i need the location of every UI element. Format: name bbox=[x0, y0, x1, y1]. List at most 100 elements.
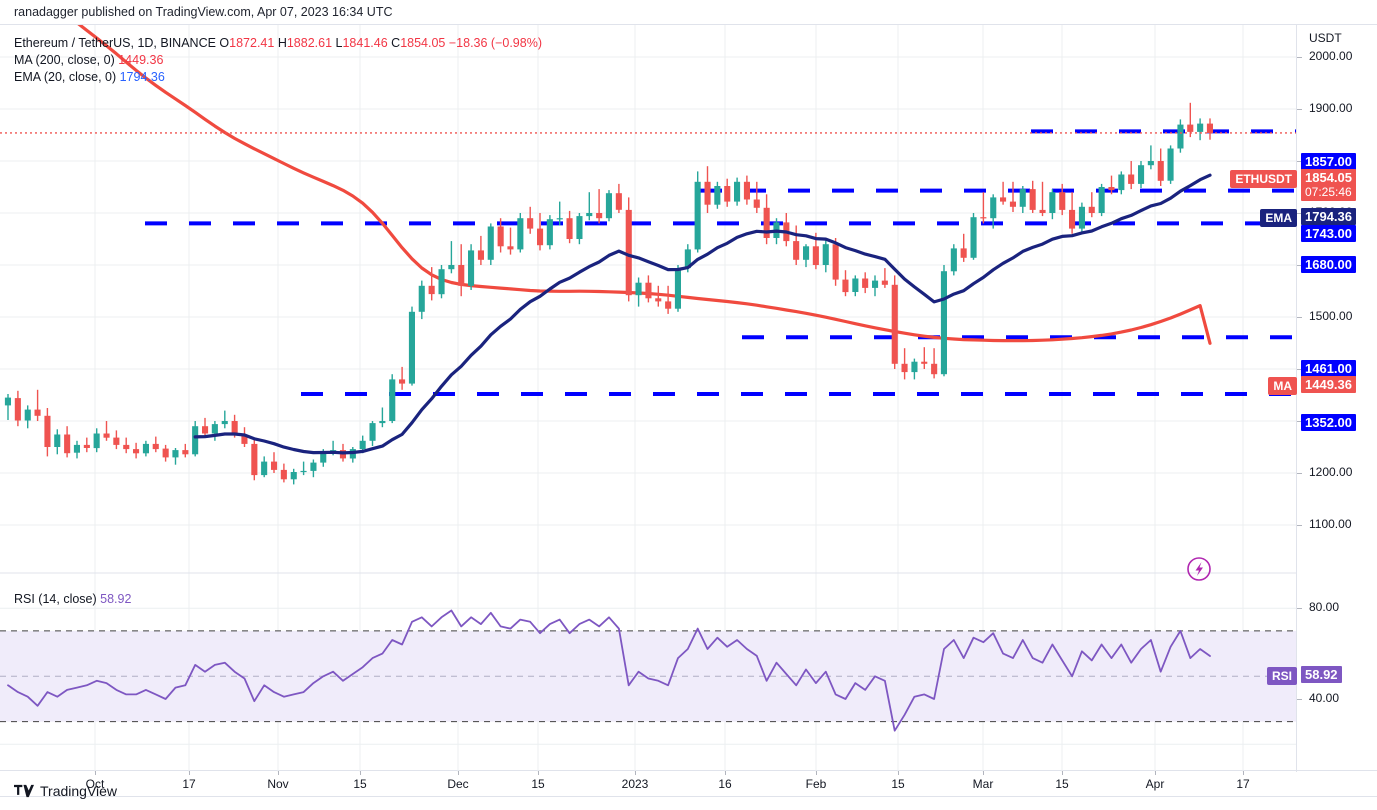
price-axis-tick: 1900.00 bbox=[1309, 101, 1353, 115]
axis-tag-support-1352[interactable]: 1352.00 bbox=[1301, 414, 1356, 431]
time-axis-label: 15 bbox=[531, 777, 545, 791]
axis-side-tag-rsi-tag[interactable]: RSI bbox=[1266, 667, 1297, 685]
time-axis-label: Nov bbox=[267, 777, 289, 791]
axis-tag-value: 1680.00 bbox=[1305, 257, 1352, 272]
legend-ema-value: 1794.36 bbox=[119, 70, 165, 84]
legend-high-key: H bbox=[277, 36, 287, 50]
time-axis[interactable]: Oct 17 Nov 15 Dec 15 2023 16 Feb 15 Mar 15 Apr 17 bbox=[0, 771, 1377, 797]
axis-tag-resistance-1743[interactable]: 1743.00 bbox=[1301, 225, 1356, 242]
time-axis-tick-mark bbox=[1155, 771, 1156, 775]
time-axis-tick-mark bbox=[458, 771, 459, 775]
time-axis-tick-mark bbox=[538, 771, 539, 775]
time-axis-tick-mark bbox=[95, 771, 96, 775]
time-axis-label: 17 bbox=[1236, 777, 1250, 791]
footer-branding: TradingView bbox=[14, 783, 117, 799]
tradingview-wordmark: TradingView bbox=[40, 783, 118, 799]
time-axis-tick-mark bbox=[898, 771, 899, 775]
legend-open-key: O bbox=[219, 36, 230, 50]
legend-symbol-row: Ethereum / TetherUS, 1D, BINANCE O1872.4… bbox=[14, 35, 542, 52]
legend-ma-value: 1449.36 bbox=[118, 53, 164, 67]
time-axis-label: 15 bbox=[353, 777, 367, 791]
time-axis-label: 2023 bbox=[621, 777, 649, 791]
axis-tag-value: 1352.00 bbox=[1305, 415, 1352, 430]
axis-tag-value: 1461.00 bbox=[1305, 361, 1352, 376]
time-axis-label: Oct bbox=[85, 777, 105, 791]
rsi-axis-tick-mark bbox=[1297, 699, 1302, 700]
time-axis-tick-mark bbox=[278, 771, 279, 775]
axis-tag-value: 58.92 bbox=[1305, 667, 1338, 682]
price-axis-tick: 1200.00 bbox=[1309, 465, 1353, 479]
time-axis-label: 15 bbox=[1055, 777, 1069, 791]
rsi-legend-label: RSI (14, close) bbox=[14, 592, 97, 606]
chart-legend: Ethereum / TetherUS, 1D, BINANCE O1872.4… bbox=[14, 35, 542, 86]
rsi-axis-tick-mark bbox=[1297, 608, 1302, 610]
axis-side-tag-ethusdt-tag[interactable]: ETHUSDT bbox=[1230, 170, 1297, 188]
price-axis-tick-mark bbox=[1297, 369, 1302, 370]
axis-tag-value: 1854.05 bbox=[1305, 170, 1352, 185]
axis-tag-value: 1857.00 bbox=[1305, 154, 1352, 169]
legend-low-key: L bbox=[335, 36, 343, 50]
price-axis-tick-mark bbox=[1297, 525, 1302, 526]
axis-tag-value: 1743.00 bbox=[1305, 226, 1352, 241]
time-axis-label: Dec bbox=[447, 777, 469, 791]
axis-side-tag-ema-tag[interactable]: EMA bbox=[1260, 209, 1297, 227]
legend-high-value: 1882.61 bbox=[286, 36, 333, 50]
legend-symbol: Ethereum / TetherUS, 1D, BINANCE bbox=[14, 36, 216, 50]
axis-tag-last-price[interactable]: 1854.05 07:25:46 bbox=[1301, 169, 1356, 201]
price-axis-tick-mark bbox=[1297, 265, 1302, 266]
price-axis-tick: 2000.00 bbox=[1309, 49, 1353, 63]
plot-area[interactable]: Ethereum / TetherUS, 1D, BINANCE O1872.4… bbox=[0, 25, 1297, 772]
rsi-axis-tick: 40.00 bbox=[1309, 690, 1340, 705]
chart-frame: Ethereum / TetherUS, 1D, BINANCE O1872.4… bbox=[0, 24, 1377, 772]
rsi-axis-tick: 80.00 bbox=[1309, 600, 1340, 615]
attribution-text: ranadagger published on TradingView.com,… bbox=[14, 5, 393, 19]
axis-side-tag-ma-tag[interactable]: MA bbox=[1268, 377, 1297, 395]
price-axis-currency: USDT bbox=[1309, 31, 1342, 45]
time-axis-tick-mark bbox=[1243, 771, 1244, 775]
time-axis-tick-mark bbox=[983, 771, 984, 775]
axis-tag-countdown: 07:25:46 bbox=[1305, 185, 1352, 199]
legend-ema-label: EMA (20, close, 0) bbox=[14, 70, 117, 84]
time-axis-label: Apr bbox=[1145, 777, 1165, 791]
legend-low-value: 1841.46 bbox=[342, 36, 388, 50]
legend-ma-row[interactable]: MA (200, close, 0) 1449.36 bbox=[14, 52, 542, 69]
rsi-legend-value: 58.92 bbox=[100, 592, 132, 606]
lightning-bolt-icon[interactable] bbox=[1187, 557, 1211, 581]
axis-tag-value: 1794.36 bbox=[1305, 209, 1352, 224]
price-axis[interactable]: USDT2000.001900.001800.001700.001600.001… bbox=[1297, 25, 1377, 772]
legend-close-key: C bbox=[391, 36, 401, 50]
price-axis-tick-mark bbox=[1297, 57, 1302, 58]
price-axis-tick-mark bbox=[1297, 473, 1302, 474]
price-axis-tick-mark bbox=[1297, 317, 1302, 318]
time-axis-tick-mark bbox=[360, 771, 361, 775]
legend-ma-label: MA (200, close, 0) bbox=[14, 53, 115, 67]
price-axis-tick-mark bbox=[1297, 421, 1302, 422]
legend-ema-row[interactable]: EMA (20, close, 0) 1794.36 bbox=[14, 69, 542, 86]
time-axis-tick-mark bbox=[189, 771, 190, 775]
price-axis-tick-mark bbox=[1297, 161, 1302, 162]
axis-tag-ma-value[interactable]: 1449.36 bbox=[1301, 376, 1356, 393]
axis-tag-resistance-1680[interactable]: 1680.00 bbox=[1301, 256, 1356, 273]
legend-close-value: 1854.05 bbox=[400, 36, 446, 50]
time-axis-label: Mar bbox=[972, 777, 994, 791]
price-axis-tick-mark bbox=[1297, 213, 1302, 214]
time-axis-tick-mark bbox=[635, 771, 636, 775]
time-axis-label: 15 bbox=[891, 777, 905, 791]
time-axis-label: 17 bbox=[182, 777, 196, 791]
legend-change: −18.36 (−0.98%) bbox=[448, 36, 542, 50]
axis-tag-ema-value[interactable]: 1794.36 bbox=[1301, 208, 1356, 225]
time-axis-tick-mark bbox=[816, 771, 817, 775]
axis-tag-value: 1449.36 bbox=[1305, 377, 1352, 392]
price-axis-tick: 1100.00 bbox=[1309, 517, 1352, 531]
price-axis-tick: 1500.00 bbox=[1309, 309, 1353, 323]
time-axis-tick-mark bbox=[725, 771, 726, 775]
legend-open-value: 1872.41 bbox=[229, 36, 275, 50]
time-axis-tick-mark bbox=[1062, 771, 1063, 775]
axis-tag-rsi-value[interactable]: 58.92 bbox=[1301, 666, 1342, 683]
chart-canvas[interactable] bbox=[0, 25, 1297, 772]
axis-tag-resistance-1857[interactable]: 1857.00 bbox=[1301, 153, 1356, 170]
axis-tag-support-1461[interactable]: 1461.00 bbox=[1301, 360, 1356, 377]
time-axis-label: Feb bbox=[805, 777, 827, 791]
time-axis-label: 16 bbox=[718, 777, 732, 791]
rsi-legend[interactable]: RSI (14, close) 58.92 bbox=[14, 591, 131, 607]
